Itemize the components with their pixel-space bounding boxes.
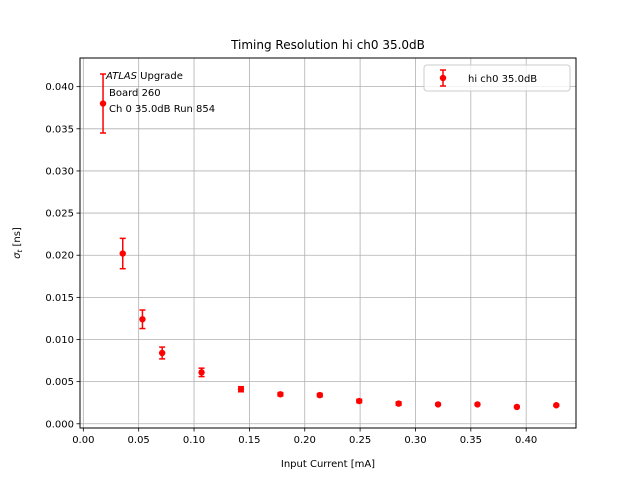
y-axis-symbol: σ: [12, 252, 23, 259]
x-tick-label: 0.10: [183, 435, 205, 446]
legend-box: [423, 64, 571, 92]
legend: hi ch0 35.0dB: [423, 64, 571, 92]
data-point: [434, 401, 442, 408]
atlas-annotation: ATLAS Upgrade Board 260 Ch 0 35.0dB Run …: [105, 71, 215, 115]
y-axis-subscript: t: [16, 249, 24, 252]
y-tick-label: 0.030: [45, 166, 74, 177]
data-point: [474, 401, 481, 408]
y-tick-label: 0.010: [45, 335, 74, 346]
chart-title: Timing Resolution hi ch0 35.0dB: [230, 38, 425, 52]
data-point: [158, 349, 166, 357]
data-point: [513, 403, 521, 411]
data-point: [395, 400, 402, 407]
atlas-label: ATLAS: [105, 71, 138, 82]
x-tick-label: 0.30: [404, 435, 426, 446]
y-axis-label: σt [ns]: [12, 227, 24, 259]
annotation-line-3: Ch 0 35.0dB Run 854: [109, 104, 215, 115]
annotation-line-1: ATLAS Upgrade: [105, 71, 183, 82]
data-point: [316, 391, 324, 399]
data-point: [277, 391, 284, 398]
data-point: [237, 386, 245, 393]
plot-frame: [79, 57, 577, 429]
grid-lines: [80, 58, 576, 428]
y-tick-label: 0.020: [45, 251, 74, 262]
x-tick-label: 0.00: [72, 435, 94, 446]
data-point: [99, 100, 107, 107]
data-point: [198, 369, 205, 376]
axis-ticks: 0.00 0.05 0.10 0.15 0.20 0.25 0.30 0.35 0.40 0.00…: [45, 82, 537, 446]
data-point: [119, 250, 126, 257]
y-tick-label: 0.015: [45, 293, 74, 304]
x-tick-label: 0.40: [515, 435, 537, 446]
y-tick-label: 0.005: [45, 377, 74, 388]
x-tick-label: 0.25: [349, 435, 371, 446]
data-point: [356, 397, 363, 405]
x-tick-label: 0.35: [460, 435, 482, 446]
y-tick-label: 0.040: [45, 82, 74, 93]
data-point: [553, 402, 560, 409]
legend-marker: [439, 74, 447, 82]
y-tick-label: 0.025: [45, 209, 74, 220]
y-axis-unit: [ns]: [12, 227, 23, 250]
x-axis-label: Input Current [mA]: [281, 459, 375, 470]
y-tick-label: 0.035: [45, 124, 74, 135]
x-tick-label: 0.05: [128, 435, 150, 446]
x-tick-label: 0.20: [294, 435, 316, 446]
legend-entry: hi ch0 35.0dB: [468, 74, 537, 85]
upgrade-label: Upgrade: [137, 71, 183, 82]
data-point: [139, 316, 146, 323]
data-points: [99, 73, 560, 411]
y-tick-label: 0.000: [45, 419, 74, 430]
annotation-line-2: Board 260: [109, 88, 161, 99]
x-tick-label: 0.15: [238, 435, 260, 446]
